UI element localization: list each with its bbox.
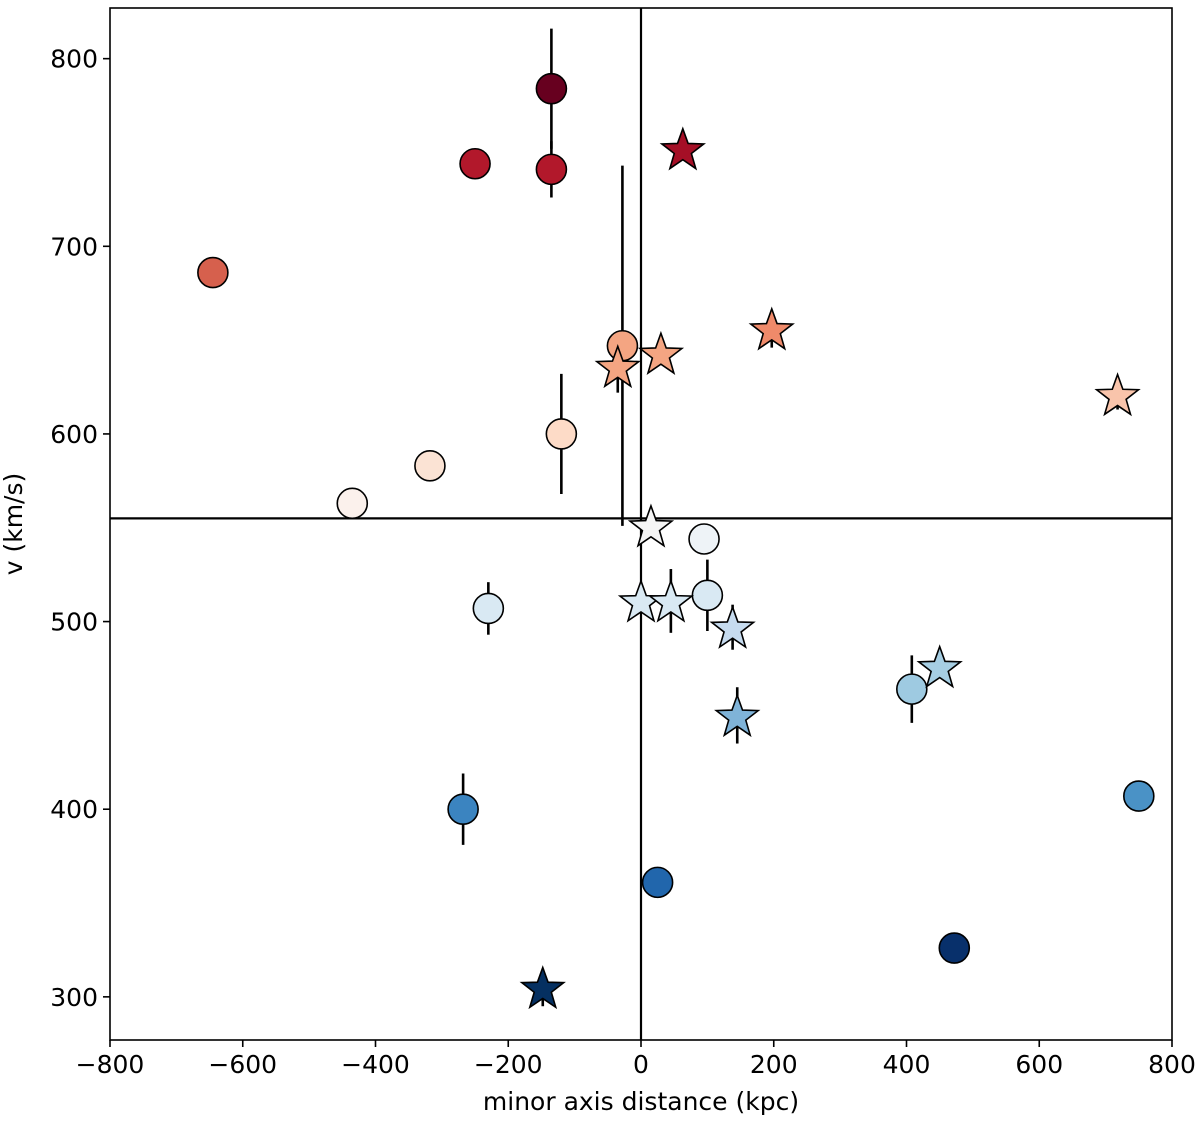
circle-point [896,673,928,705]
star-point [594,344,641,389]
star-point [519,965,566,1010]
x-tick-label: 600 [1015,1050,1063,1079]
circle-point [459,147,491,180]
circle-point [938,932,971,964]
x-tick-label: −400 [341,1050,410,1079]
star-point [709,604,756,649]
star-point [637,330,685,375]
data-markers [197,72,1155,1010]
x-axis-label: minor axis distance (kpc) [483,1087,799,1116]
star-point [647,578,695,623]
circle-point [535,153,568,186]
star-point [714,693,761,738]
x-tick-label: −800 [76,1050,145,1079]
circle-point [197,256,229,289]
circle-point [336,487,369,520]
star-point [659,126,706,171]
circle-point [691,579,724,612]
x-tick-label: 800 [1148,1050,1196,1079]
circle-point [535,72,568,105]
x-tick-label: 200 [750,1050,798,1079]
star-point [627,503,675,548]
x-tick-label: −600 [208,1050,277,1079]
circle-point [414,450,446,482]
circle-point [606,329,639,362]
star-point [748,306,795,351]
y-axis-label: v (km/s) [0,473,28,576]
circle-point [688,523,720,555]
x-tick-label: 400 [883,1050,931,1079]
y-tick-label: 600 [50,420,98,449]
y-tick-label: 500 [50,608,98,637]
y-tick-label: 700 [50,232,98,261]
y-tick-label: 400 [50,795,98,824]
star-point [916,644,963,689]
x-tick-label: −200 [474,1050,543,1079]
x-tick-label: 0 [633,1050,649,1079]
y-axis-ticks: 300 400 500 600 700 800 [50,45,110,1012]
y-tick-label: 800 [50,45,98,74]
circle-point [447,793,479,826]
circle-point [472,592,505,625]
circle-point [641,866,674,899]
circle-point [545,418,578,450]
star-point [1094,372,1141,417]
y-tick-label: 300 [50,983,98,1012]
x-axis-ticks: −800 −600 −400 −200 0 200 400 600 800 [76,1040,1196,1079]
circle-point [1123,780,1155,812]
